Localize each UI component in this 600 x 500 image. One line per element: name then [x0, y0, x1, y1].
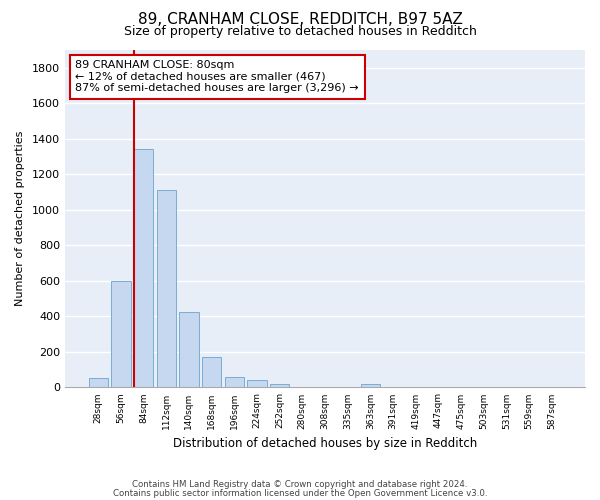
Bar — [202, 357, 221, 388]
Bar — [134, 148, 153, 388]
Bar — [224, 377, 244, 388]
Text: Contains HM Land Registry data © Crown copyright and database right 2024.: Contains HM Land Registry data © Crown c… — [132, 480, 468, 489]
X-axis label: Distribution of detached houses by size in Redditch: Distribution of detached houses by size … — [173, 437, 477, 450]
Text: 89, CRANHAM CLOSE, REDDITCH, B97 5AZ: 89, CRANHAM CLOSE, REDDITCH, B97 5AZ — [137, 12, 463, 28]
Bar — [179, 312, 199, 388]
Bar — [247, 380, 266, 388]
Bar — [111, 281, 131, 388]
Bar — [361, 384, 380, 388]
Bar — [157, 190, 176, 388]
Text: Contains public sector information licensed under the Open Government Licence v3: Contains public sector information licen… — [113, 488, 487, 498]
Bar — [89, 378, 108, 388]
Bar — [270, 384, 289, 388]
Text: 89 CRANHAM CLOSE: 80sqm
← 12% of detached houses are smaller (467)
87% of semi-d: 89 CRANHAM CLOSE: 80sqm ← 12% of detache… — [76, 60, 359, 94]
Text: Size of property relative to detached houses in Redditch: Size of property relative to detached ho… — [124, 25, 476, 38]
Y-axis label: Number of detached properties: Number of detached properties — [15, 131, 25, 306]
